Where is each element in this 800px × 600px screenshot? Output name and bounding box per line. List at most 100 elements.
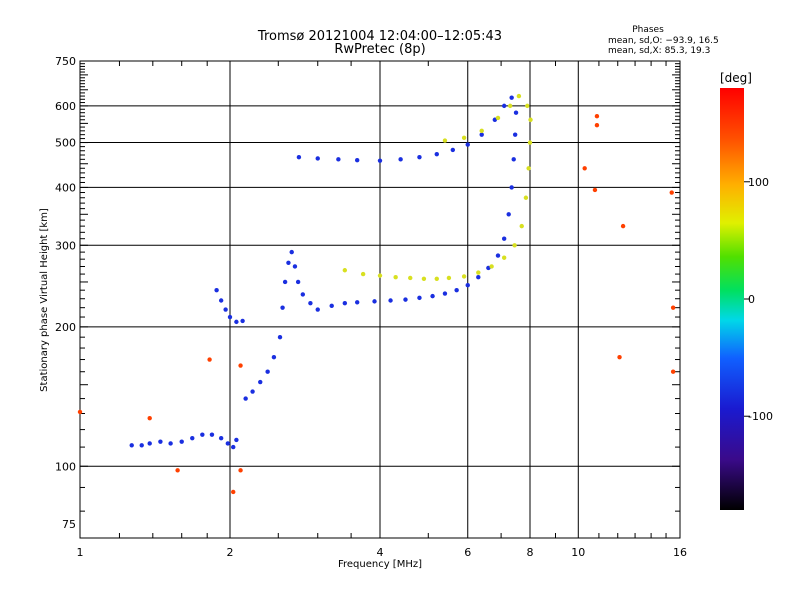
- data-point: [231, 489, 236, 495]
- data-point: [372, 299, 377, 304]
- data-point: [200, 432, 205, 437]
- x-tick-label: 4: [377, 546, 384, 559]
- colorbar-tick-label: 0: [748, 293, 755, 306]
- data-point: [277, 334, 283, 340]
- colorbar-tick-label: -100: [748, 410, 773, 423]
- data-point: [292, 264, 298, 269]
- data-point: [139, 443, 144, 448]
- x-tick-label: 1: [77, 546, 84, 559]
- data-point: [147, 415, 152, 421]
- data-point: [403, 297, 408, 302]
- data-point: [461, 274, 467, 279]
- data-point: [434, 151, 439, 157]
- data-point: [476, 270, 481, 275]
- data-point: [209, 432, 215, 437]
- data-point: [454, 287, 459, 293]
- data-point: [282, 279, 288, 285]
- data-point: [512, 243, 517, 248]
- data-point: [336, 157, 341, 162]
- data-point: [527, 140, 533, 145]
- data-point: [509, 185, 514, 190]
- data-point: [450, 147, 456, 153]
- data-point: [234, 437, 239, 443]
- data-point: [519, 223, 524, 229]
- minor-ticks: [80, 61, 680, 538]
- data-point: [476, 274, 481, 280]
- y-tick-label: 300: [55, 239, 76, 252]
- data-point: [377, 273, 383, 278]
- data-point: [315, 307, 320, 312]
- data-point: [271, 354, 277, 360]
- data-point: [168, 441, 173, 446]
- data-point: [280, 305, 285, 310]
- data-point: [512, 132, 518, 137]
- data-point: [250, 389, 255, 394]
- data-point: [238, 363, 243, 368]
- data-point: [158, 439, 163, 444]
- y-tick-label: 400: [55, 181, 76, 194]
- data-point: [501, 255, 507, 260]
- data-point: [528, 117, 533, 122]
- stats-header: Phases: [632, 25, 664, 35]
- data-point: [308, 300, 313, 306]
- data-point: [258, 379, 263, 385]
- data-point: [360, 271, 366, 277]
- data-point: [238, 468, 243, 473]
- data-point: [495, 115, 501, 121]
- data-point: [479, 128, 484, 134]
- data-point: [388, 298, 393, 303]
- x-tick-labels: 1 2 4 6 8 10 16: [77, 546, 688, 559]
- data-point: [296, 154, 302, 160]
- data-point: [516, 93, 522, 99]
- data-point: [225, 441, 231, 446]
- data-point: [489, 264, 494, 269]
- colorbar-label: [deg]: [720, 71, 752, 85]
- data-point: [398, 157, 403, 162]
- data-point: [479, 132, 484, 137]
- data-point: [465, 142, 470, 147]
- data-point: [434, 276, 439, 281]
- data-point: [223, 307, 228, 312]
- data-point: [234, 319, 239, 325]
- data-point: [408, 275, 413, 281]
- y-tick-label: 200: [55, 321, 76, 334]
- data-point: [617, 354, 622, 360]
- data-point: [175, 468, 180, 473]
- data-point: [240, 318, 245, 324]
- data-point: [582, 166, 587, 171]
- data-point: [214, 287, 219, 293]
- y-tick-label: 100: [55, 460, 76, 473]
- data-points: [77, 93, 676, 495]
- data-point: [77, 409, 83, 415]
- data-point: [329, 303, 334, 309]
- x-tick-label: 16: [673, 546, 687, 559]
- chart-subtitle: RwPretec (8p): [334, 42, 425, 57]
- data-point: [430, 293, 435, 299]
- data-point: [289, 249, 294, 255]
- colorbar: [720, 88, 744, 510]
- data-point: [300, 292, 306, 297]
- data-point: [594, 123, 600, 128]
- data-point: [442, 291, 448, 296]
- data-point: [342, 268, 348, 273]
- y-tick-label: 75: [62, 518, 76, 531]
- y-axis-label: Stationary phase Virtual Height [km]: [39, 208, 50, 392]
- data-point: [495, 253, 501, 258]
- data-point: [354, 157, 360, 163]
- data-point: [506, 212, 511, 217]
- x-tick-label: 10: [571, 546, 585, 559]
- data-point: [594, 113, 600, 119]
- data-point: [342, 300, 348, 306]
- data-point: [295, 279, 301, 285]
- data-point: [446, 275, 452, 281]
- y-tick-label: 750: [55, 55, 76, 68]
- data-point: [461, 135, 467, 140]
- data-point: [501, 103, 507, 109]
- data-point: [513, 110, 519, 115]
- data-point: [354, 300, 360, 305]
- data-point: [231, 444, 236, 450]
- data-point: [265, 369, 270, 374]
- data-point: [286, 260, 291, 265]
- x-axis-label: Frequency [MHz]: [338, 559, 422, 570]
